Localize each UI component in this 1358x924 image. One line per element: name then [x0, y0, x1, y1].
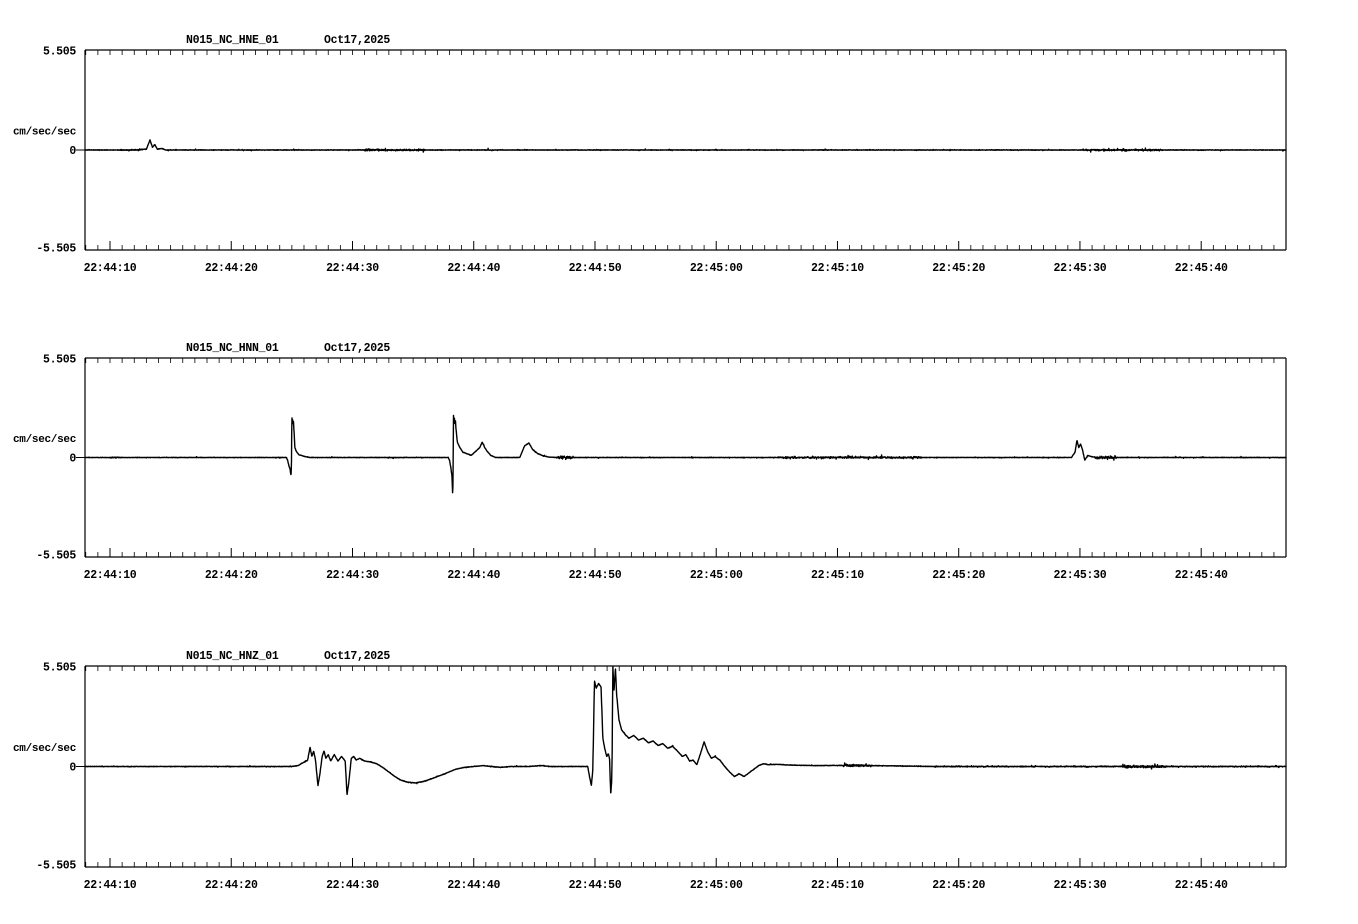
- svg-text:22:44:10: 22:44:10: [84, 569, 137, 582]
- svg-text:0: 0: [69, 145, 76, 158]
- svg-text:22:44:50: 22:44:50: [569, 262, 622, 275]
- svg-text:22:45:00: 22:45:00: [690, 879, 743, 892]
- svg-text:Oct17,2025: Oct17,2025: [324, 342, 390, 355]
- svg-text:22:45:40: 22:45:40: [1175, 879, 1228, 892]
- svg-text:22:45:20: 22:45:20: [932, 879, 985, 892]
- svg-text:22:45:00: 22:45:00: [690, 569, 743, 582]
- svg-text:22:45:10: 22:45:10: [811, 569, 864, 582]
- svg-text:22:45:00: 22:45:00: [690, 262, 743, 275]
- svg-text:22:44:40: 22:44:40: [447, 569, 500, 582]
- svg-text:22:44:10: 22:44:10: [84, 879, 137, 892]
- svg-text:22:44:50: 22:44:50: [569, 569, 622, 582]
- svg-text:22:44:30: 22:44:30: [326, 879, 379, 892]
- svg-text:22:44:40: 22:44:40: [447, 262, 500, 275]
- svg-text:5.505: 5.505: [43, 661, 76, 674]
- svg-text:22:45:10: 22:45:10: [811, 262, 864, 275]
- svg-text:22:44:30: 22:44:30: [326, 569, 379, 582]
- svg-text:cm/sec/sec: cm/sec/sec: [13, 434, 76, 446]
- svg-text:N015_NC_HNE_01: N015_NC_HNE_01: [186, 34, 279, 47]
- svg-text:22:45:30: 22:45:30: [1054, 569, 1107, 582]
- svg-text:5.505: 5.505: [43, 45, 76, 58]
- svg-text:cm/sec/sec: cm/sec/sec: [13, 743, 76, 755]
- svg-text:22:44:50: 22:44:50: [569, 879, 622, 892]
- svg-text:22:44:40: 22:44:40: [447, 879, 500, 892]
- svg-text:22:45:30: 22:45:30: [1054, 262, 1107, 275]
- svg-text:22:45:40: 22:45:40: [1175, 262, 1228, 275]
- svg-text:22:45:10: 22:45:10: [811, 879, 864, 892]
- svg-text:22:44:20: 22:44:20: [205, 262, 258, 275]
- svg-text:0: 0: [69, 453, 76, 466]
- svg-text:-5.505: -5.505: [36, 860, 76, 873]
- svg-text:N015_NC_HNZ_01: N015_NC_HNZ_01: [186, 650, 279, 663]
- svg-text:22:45:40: 22:45:40: [1175, 569, 1228, 582]
- svg-text:0: 0: [69, 762, 76, 775]
- svg-text:-5.505: -5.505: [36, 243, 76, 256]
- svg-text:22:45:30: 22:45:30: [1054, 879, 1107, 892]
- svg-text:22:44:30: 22:44:30: [326, 262, 379, 275]
- svg-text:-5.505: -5.505: [36, 550, 76, 563]
- svg-text:22:44:20: 22:44:20: [205, 879, 258, 892]
- svg-text:22:44:10: 22:44:10: [84, 262, 137, 275]
- svg-text:Oct17,2025: Oct17,2025: [324, 34, 390, 47]
- svg-text:22:45:20: 22:45:20: [932, 569, 985, 582]
- svg-text:N015_NC_HNN_01: N015_NC_HNN_01: [186, 342, 279, 355]
- svg-text:22:45:20: 22:45:20: [932, 262, 985, 275]
- svg-text:22:44:20: 22:44:20: [205, 569, 258, 582]
- svg-text:Oct17,2025: Oct17,2025: [324, 650, 390, 663]
- svg-text:cm/sec/sec: cm/sec/sec: [13, 127, 76, 139]
- svg-text:5.505: 5.505: [43, 353, 76, 366]
